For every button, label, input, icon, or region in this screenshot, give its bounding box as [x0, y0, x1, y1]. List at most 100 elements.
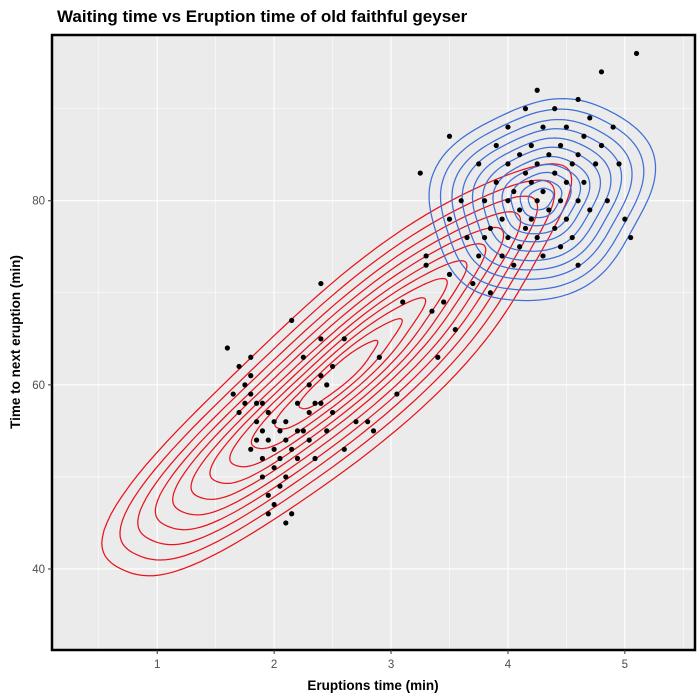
- data-points: [224, 50, 640, 526]
- data-point: [464, 234, 470, 241]
- density-contour-line: [154, 211, 522, 531]
- data-point: [429, 308, 435, 314]
- data-point: [569, 234, 575, 241]
- density-contour-line: [527, 187, 555, 211]
- data-point: [289, 317, 295, 324]
- data-point: [534, 87, 540, 93]
- data-point: [481, 234, 488, 241]
- data-point: [540, 124, 546, 130]
- data-point: [493, 179, 499, 185]
- data-point: [552, 225, 558, 231]
- data-point: [224, 345, 230, 351]
- data-point: [248, 391, 254, 397]
- data-point: [476, 253, 482, 259]
- data-point: [517, 207, 523, 213]
- data-point: [283, 520, 289, 526]
- data-point: [248, 354, 254, 360]
- data-point: [277, 428, 283, 434]
- data-point: [604, 198, 610, 204]
- y-axis-label: Time to next eruption (min): [8, 255, 23, 429]
- panel-border: [50, 33, 697, 652]
- data-point: [341, 446, 347, 452]
- data-point: [575, 152, 581, 158]
- density-contour-line: [471, 137, 612, 262]
- data-point: [476, 161, 482, 167]
- data-point: [283, 474, 289, 480]
- data-point: [517, 244, 523, 250]
- density-contour-line: [119, 179, 556, 561]
- data-point: [306, 437, 312, 443]
- y-tick-label: 40: [32, 564, 45, 576]
- data-point: [370, 428, 377, 434]
- data-point: [622, 216, 628, 222]
- data-point: [587, 115, 593, 121]
- data-point: [400, 299, 406, 305]
- data-point: [376, 354, 382, 360]
- data-point: [505, 198, 511, 204]
- data-point: [557, 244, 564, 250]
- x-tick-label: 2: [271, 659, 277, 671]
- gridlines: [52, 35, 695, 650]
- data-point: [470, 280, 476, 287]
- data-point: [423, 262, 429, 268]
- data-point: [318, 280, 324, 287]
- x-axis-label: Eruptions time (min): [307, 678, 438, 693]
- data-point: [283, 419, 289, 425]
- data-point: [528, 179, 534, 185]
- data-point: [306, 382, 312, 388]
- data-point: [505, 234, 511, 241]
- data-point: [341, 336, 347, 342]
- data-point: [441, 299, 447, 305]
- data-point: [546, 207, 552, 213]
- data-point: [499, 216, 505, 222]
- data-point: [522, 106, 529, 112]
- data-point: [294, 400, 301, 406]
- density-contour-line: [451, 118, 633, 280]
- density-contour-line: [492, 155, 591, 243]
- data-point: [329, 363, 336, 370]
- y-axis-ticks: 40 60 80: [32, 196, 52, 576]
- data-point: [633, 50, 640, 57]
- data-point: [581, 133, 587, 139]
- data-point: [563, 216, 570, 222]
- data-point: [446, 133, 453, 139]
- data-point: [271, 419, 277, 425]
- data-point: [575, 262, 581, 268]
- data-point: [598, 142, 605, 149]
- data-point: [294, 428, 301, 434]
- data-point: [300, 428, 306, 434]
- density-contour-line: [190, 243, 487, 501]
- data-point: [616, 161, 622, 167]
- data-point: [481, 198, 488, 204]
- x-tick-label: 3: [388, 659, 394, 671]
- density-contour-line: [209, 260, 468, 485]
- data-point: [300, 354, 306, 360]
- data-point: [236, 363, 242, 370]
- density-contour-line: [439, 108, 645, 291]
- density-contour-line: [519, 179, 563, 219]
- data-point: [628, 234, 634, 241]
- data-point: [265, 437, 271, 443]
- data-point: [493, 142, 499, 149]
- chart-title: Waiting time vs Eruption time of old fai…: [57, 7, 468, 26]
- data-point: [587, 207, 593, 213]
- x-tick-label: 5: [622, 659, 628, 671]
- data-point: [306, 409, 312, 416]
- data-point: [511, 188, 517, 195]
- data-point: [318, 336, 324, 342]
- data-point: [569, 161, 575, 167]
- density-contour-line: [229, 277, 448, 468]
- data-point: [528, 216, 534, 222]
- data-point: [318, 373, 324, 379]
- data-point: [248, 446, 254, 452]
- y-tick-label: 80: [32, 196, 45, 208]
- data-point: [271, 501, 277, 508]
- data-point: [499, 253, 505, 259]
- density-contour-line: [172, 226, 505, 516]
- data-point: [294, 455, 301, 462]
- data-point: [289, 511, 295, 517]
- density-contour-line: [482, 146, 602, 252]
- data-point: [446, 216, 453, 222]
- data-point: [458, 198, 464, 204]
